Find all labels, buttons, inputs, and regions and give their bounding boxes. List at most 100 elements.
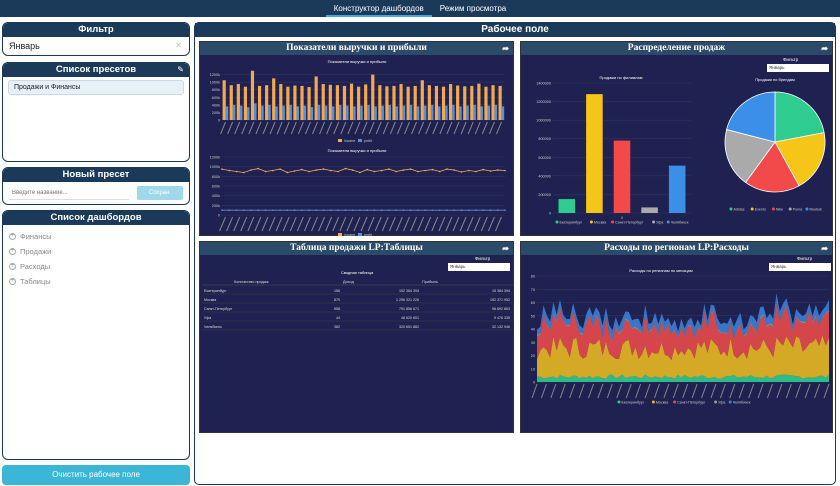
card-title-text: Расходы по регионам LP:Расходы bbox=[604, 243, 749, 253]
bar-income bbox=[420, 80, 424, 120]
table-cell: 156 bbox=[334, 289, 340, 293]
preset-name-input[interactable] bbox=[9, 186, 129, 200]
card-title: Показатели выручки и прибыли ➦ bbox=[200, 42, 513, 55]
workspace: Рабочее поле Показатели выручки и прибыл… bbox=[194, 22, 836, 485]
tab-constructor[interactable]: Конструктор дашбордов bbox=[325, 0, 432, 17]
x-tick-mark bbox=[417, 216, 425, 232]
table-cell: Челябинск bbox=[204, 325, 222, 329]
point-profit bbox=[264, 209, 267, 211]
clear-workspace-button[interactable]: Очистить рабочее поле bbox=[2, 465, 190, 485]
card-title-text: Таблица продажи LP:Таблицы bbox=[290, 243, 423, 253]
point-profit bbox=[475, 209, 477, 211]
y-tick-label: 0 bbox=[218, 214, 220, 218]
bar-income bbox=[321, 84, 325, 120]
filter-select[interactable]: Январь ✕ bbox=[3, 37, 189, 55]
point-profit bbox=[359, 209, 361, 211]
point-profit bbox=[257, 209, 260, 211]
dashboard-item-tables[interactable]: + Таблицы bbox=[3, 274, 189, 289]
bar-income bbox=[222, 80, 226, 120]
bar-income bbox=[236, 84, 240, 120]
share-icon[interactable]: ➦ bbox=[502, 244, 509, 253]
y-tick-label: 400k bbox=[212, 103, 220, 107]
legend-label: Екатеринбург bbox=[622, 401, 645, 405]
preset-item[interactable]: Продажи и Финансы bbox=[8, 80, 184, 95]
x-tick-mark bbox=[496, 121, 502, 135]
save-preset-button[interactable]: Сохран. bbox=[137, 186, 183, 200]
point-profit bbox=[431, 209, 434, 211]
y-tick-label: 1000000 bbox=[536, 119, 551, 123]
y-tick-label: 1400000 bbox=[536, 82, 551, 86]
bar-income bbox=[427, 85, 431, 120]
x-tick-mark bbox=[247, 216, 255, 232]
x-tick-mark bbox=[396, 121, 403, 135]
bar-profit bbox=[374, 106, 377, 120]
dashboard-item-sales[interactable]: + Продажи bbox=[3, 244, 189, 259]
card-filter-select[interactable]: Январь bbox=[448, 263, 510, 271]
share-icon[interactable]: ➦ bbox=[502, 44, 509, 53]
dashboard-item-finance[interactable]: + Финансы bbox=[3, 229, 189, 244]
x-tick-mark bbox=[219, 216, 226, 232]
x-tick-mark bbox=[303, 216, 311, 232]
dashboard-label: Продажи bbox=[20, 247, 52, 256]
x-tick-mark bbox=[480, 216, 488, 232]
legend-dot bbox=[771, 207, 775, 211]
bar-3 bbox=[641, 207, 658, 213]
bar-2 bbox=[613, 140, 631, 213]
bar-profit bbox=[331, 106, 335, 120]
y-tick-label: 400k bbox=[212, 194, 220, 198]
x-tick-mark bbox=[644, 383, 651, 399]
x-tick-mark bbox=[569, 383, 576, 399]
pie-slice-3 bbox=[724, 129, 776, 184]
table-title: Сводная таблица bbox=[341, 270, 374, 275]
x-tick-mark bbox=[814, 383, 821, 399]
y-tick-label: 70 bbox=[531, 288, 535, 292]
card-filter-select[interactable]: Январь bbox=[769, 263, 831, 271]
x-tick-mark bbox=[318, 216, 326, 232]
point-income bbox=[431, 168, 434, 171]
share-icon[interactable]: ➦ bbox=[821, 244, 828, 253]
legend-profit: profit bbox=[364, 233, 372, 237]
legend-label: Санкт-Петербург bbox=[677, 401, 706, 405]
share-icon[interactable]: ➦ bbox=[821, 44, 828, 53]
x-tick-mark bbox=[227, 121, 234, 135]
point-profit bbox=[242, 209, 245, 211]
bar-profit bbox=[381, 105, 384, 120]
bar-profit bbox=[360, 105, 363, 120]
x-tick-mark bbox=[368, 121, 375, 135]
pencil-icon[interactable]: ✎ bbox=[177, 65, 184, 74]
bar-4 bbox=[668, 165, 686, 213]
y-tick-label: 800000 bbox=[538, 137, 551, 141]
x-tick-mark bbox=[467, 121, 474, 135]
point-profit bbox=[380, 209, 383, 211]
plus-icon: + bbox=[9, 248, 16, 255]
bar-profit bbox=[445, 105, 448, 120]
table-cell: 96 692 863 bbox=[492, 307, 510, 311]
x-tick-mark bbox=[382, 121, 389, 135]
bar-profit bbox=[317, 104, 321, 120]
bar-profit bbox=[416, 106, 420, 120]
table-cell: 152 371 952 bbox=[490, 298, 510, 302]
x-tick-mark bbox=[459, 216, 467, 232]
dashboard-item-expenses[interactable]: + Расходы bbox=[3, 259, 189, 274]
bar-income bbox=[484, 86, 488, 120]
point-profit bbox=[337, 209, 339, 211]
bar-income bbox=[413, 85, 417, 120]
point-profit bbox=[250, 209, 252, 211]
x-tick-mark bbox=[262, 121, 269, 135]
dashboard-label: Расходы bbox=[20, 262, 51, 271]
chart-title: Продажи по филиалам bbox=[600, 75, 643, 80]
bar-income bbox=[449, 84, 453, 120]
bar-income bbox=[286, 86, 290, 120]
bar-profit bbox=[324, 105, 328, 120]
clear-icon[interactable]: ✕ bbox=[175, 41, 182, 50]
legend-label: Reebok bbox=[810, 208, 823, 212]
bar-income bbox=[434, 85, 439, 120]
bar-income bbox=[470, 85, 474, 120]
x-tick-mark bbox=[431, 216, 439, 232]
tab-view-mode[interactable]: Режим просмотра bbox=[439, 4, 507, 13]
point-income bbox=[293, 170, 296, 172]
point-income bbox=[402, 169, 405, 171]
point-profit bbox=[460, 209, 463, 211]
card-filter-select[interactable]: Январь bbox=[767, 64, 829, 72]
bar-profit bbox=[452, 104, 455, 120]
